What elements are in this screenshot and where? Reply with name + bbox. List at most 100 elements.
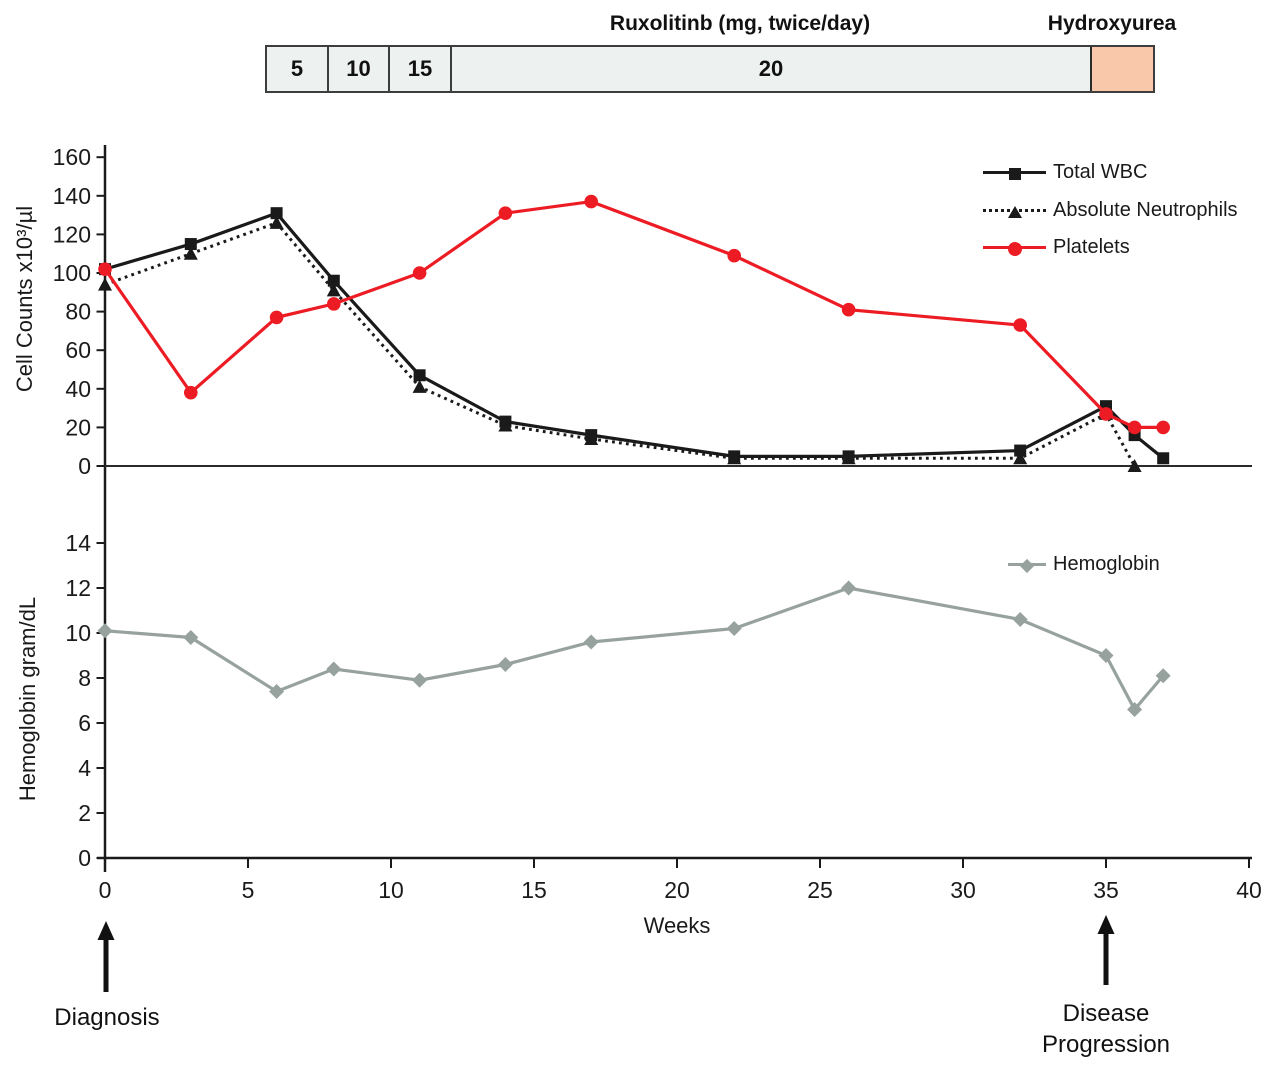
total-wbc-marker: [413, 369, 426, 382]
total-wbc-marker: [270, 207, 283, 220]
hemoglobin-marker: [583, 634, 599, 650]
legend-label: Hemoglobin: [1053, 552, 1160, 575]
x-tick-label: 5: [242, 877, 255, 903]
square-marker-icon: [1008, 167, 1021, 180]
total-wbc-marker: [1014, 444, 1027, 457]
total-wbc-marker: [728, 450, 741, 463]
platelets-marker: [184, 385, 198, 400]
bottom-y-tick-label: 8: [78, 665, 91, 691]
diamond-marker-icon: [1019, 558, 1035, 573]
legend-item-absolute-neutrophils: Absolute Neutrophils: [983, 198, 1238, 222]
hemoglobin-marker: [726, 621, 742, 636]
bottom-y-tick-label: 14: [65, 530, 91, 556]
top-y-tick-label: 40: [65, 376, 91, 402]
hemoglobin-marker: [269, 684, 285, 699]
platelets-marker: [269, 310, 284, 325]
disease-progression-line2: Progression: [1041, 1031, 1171, 1058]
total-wbc-marker: [842, 450, 855, 463]
legend-label: Platelets: [1053, 235, 1130, 258]
absolute-neutrophils-marker: [326, 283, 341, 297]
total-wbc-marker: [1157, 452, 1170, 465]
top-chart-y-axis-title: Cell Counts x10³/µl: [12, 205, 37, 393]
platelets-marker: [727, 248, 741, 263]
platelets-marker: [327, 297, 341, 311]
platelets-marker: [1099, 407, 1113, 421]
hydroxyurea-segment: [1090, 47, 1153, 91]
total-wbc-marker: [585, 429, 598, 442]
diagnosis-arrow-head: [97, 921, 115, 940]
dose-segment-5: 5: [290, 56, 304, 81]
hydroxyurea-bar-title: Hydroxyurea: [1047, 12, 1177, 35]
hemoglobin-marker: [183, 630, 199, 645]
legend-line-solid-black: [983, 167, 1046, 180]
legend-line-solid-gray: [1008, 558, 1046, 573]
top-y-tick-label: 80: [65, 299, 91, 325]
hemoglobin-marker: [412, 672, 428, 688]
platelets-marker: [1156, 420, 1170, 435]
hemoglobin-marker: [97, 623, 113, 639]
top-y-tick-label: 20: [65, 414, 91, 440]
platelets-marker: [584, 194, 598, 209]
top-y-tick-label: 120: [53, 221, 91, 247]
hemoglobin-marker: [497, 657, 513, 672]
x-tick-label: 20: [664, 877, 690, 903]
bottom-y-tick-label: 2: [78, 800, 91, 826]
legend-line-dotted-black: [983, 205, 1046, 218]
disease-progression-annotation: Disease Progression: [1021, 998, 1191, 1060]
hemoglobin-marker: [1155, 668, 1171, 684]
platelets-marker: [1013, 318, 1027, 332]
ruxolitinib-bar-title: Ruxolitinb (mg, twice/day): [609, 12, 871, 35]
bottom-chart-y-axis-title: Hemoglobin gram/dL: [15, 596, 40, 802]
triangle-marker-icon: [1007, 205, 1022, 218]
absolute-neutrophils-marker: [412, 379, 427, 393]
bottom-y-tick-label: 0: [78, 845, 91, 871]
hemoglobin-marker: [1098, 648, 1114, 663]
absolute-neutrophils-marker: [269, 215, 284, 229]
absolute-neutrophils-marker: [183, 246, 198, 260]
top-y-tick-label: 160: [53, 144, 91, 170]
disease-progression-line1: Disease: [1062, 1000, 1150, 1027]
platelets-marker: [1127, 420, 1142, 435]
x-tick-label: 25: [807, 877, 833, 903]
legend-line-solid-red: [983, 241, 1046, 256]
x-tick-label: 35: [1093, 877, 1119, 903]
platelets-marker: [412, 266, 427, 280]
absolute-neutrophils-marker: [1013, 451, 1028, 465]
treatment-dose-bar: 5 10 15 20: [265, 45, 1155, 93]
bottom-y-tick-label: 10: [65, 620, 91, 646]
hemoglobin-marker: [1012, 612, 1028, 627]
total-wbc-marker: [499, 415, 512, 428]
x-tick-label: 40: [1236, 877, 1262, 903]
legend-label: Total WBC: [1053, 160, 1148, 183]
total-wbc-marker: [184, 238, 197, 251]
hemoglobin-marker: [1127, 702, 1143, 717]
bottom-y-tick-label: 12: [65, 575, 91, 601]
top-y-tick-label: 100: [53, 260, 91, 286]
top-y-tick-label: 0: [78, 453, 91, 479]
x-axis-title: Weeks: [643, 913, 711, 938]
dose-segment-20: 20: [450, 47, 1090, 91]
absolute-neutrophils-marker: [1127, 459, 1142, 472]
x-tick-label: 10: [378, 877, 404, 903]
x-tick-label: 0: [99, 877, 112, 903]
hemoglobin-marker: [326, 661, 342, 677]
bottom-y-tick-label: 4: [78, 755, 91, 781]
x-tick-label: 15: [521, 877, 547, 903]
platelets-marker: [841, 302, 856, 317]
platelets-marker: [498, 206, 513, 220]
circle-marker-icon: [1007, 241, 1022, 256]
total-wbc-marker: [327, 274, 340, 287]
x-tick-label: 30: [950, 877, 976, 903]
hemoglobin-line: [104, 586, 1165, 713]
dose-segment-15: 15: [388, 47, 450, 91]
top-y-tick-label: 140: [53, 183, 91, 209]
dose-segment-10: 10: [327, 47, 388, 91]
legend-item-hemoglobin: Hemoglobin: [1008, 552, 1160, 576]
diagnosis-annotation: Diagnosis: [54, 1004, 160, 1031]
bottom-y-tick-label: 6: [78, 710, 91, 736]
top-y-tick-label: 60: [65, 337, 91, 363]
legend-label: Absolute Neutrophils: [1053, 198, 1238, 221]
hemoglobin-marker: [841, 580, 857, 596]
